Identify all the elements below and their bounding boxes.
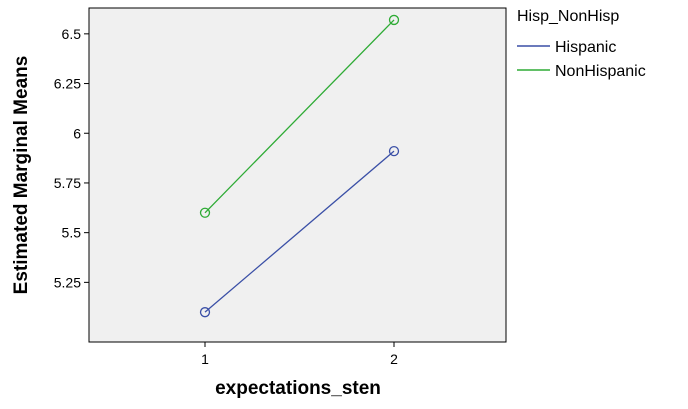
data-point-nonhispanic — [199, 207, 211, 218]
series-line-nonhispanic — [204, 19, 395, 214]
y-tick-label: 5.25 — [54, 274, 81, 290]
y-axis-ticks: 5.25 5.5 5.75 6 6.25 6.5 — [54, 26, 89, 290]
y-tick-label: 5.5 — [62, 225, 82, 241]
legend-items: Hispanic NonHispanic — [517, 39, 646, 80]
data-point-nonhispanic — [388, 14, 400, 26]
y-axis-title: Estimated Marginal Means — [11, 56, 32, 295]
series-layer — [199, 14, 400, 318]
legend: Hisp_NonHisp Hispanic NonHispanic — [517, 8, 646, 80]
plot-area — [88, 7, 507, 343]
x-tick-label: 1 — [201, 351, 209, 367]
y-tick-label: 6.5 — [62, 26, 82, 42]
data-point-hispanic — [199, 307, 211, 318]
y-tick-label: 6 — [73, 125, 81, 141]
x-tick-label: 2 — [390, 351, 398, 367]
y-tick-label: 6.25 — [54, 76, 81, 92]
legend-label: NonHispanic — [555, 63, 646, 80]
legend-label: Hispanic — [555, 39, 616, 56]
x-axis-title: expectations_sten — [215, 378, 381, 399]
data-point-hispanic — [388, 145, 400, 157]
legend-title: Hisp_NonHisp — [517, 8, 619, 25]
series-line-hispanic — [204, 150, 395, 313]
y-tick-label: 5.75 — [54, 175, 81, 191]
